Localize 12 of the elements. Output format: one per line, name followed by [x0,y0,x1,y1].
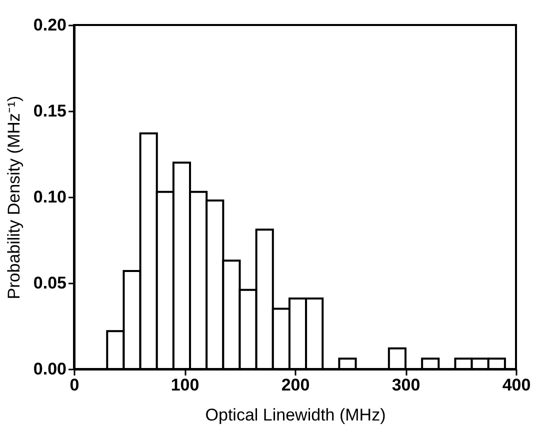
x-tick-label: 400 [502,376,531,394]
x-axis-title: Optical Linewidth (MHz) [205,406,386,424]
y-tick-label: 0.05 [33,274,66,292]
y-axis-title: Probability Density (MHz⁻¹) [4,96,24,300]
x-tick-label: 200 [281,376,310,394]
y-tick-label: 0.10 [33,188,66,206]
y-tick-label: 0.15 [33,102,66,120]
x-tick-label: 0 [70,376,80,394]
x-tick-label: 300 [392,376,420,394]
y-tick-label: 0.20 [33,16,66,34]
y-tick-label: 0.00 [33,360,66,378]
x-tick-label: 100 [170,376,200,394]
